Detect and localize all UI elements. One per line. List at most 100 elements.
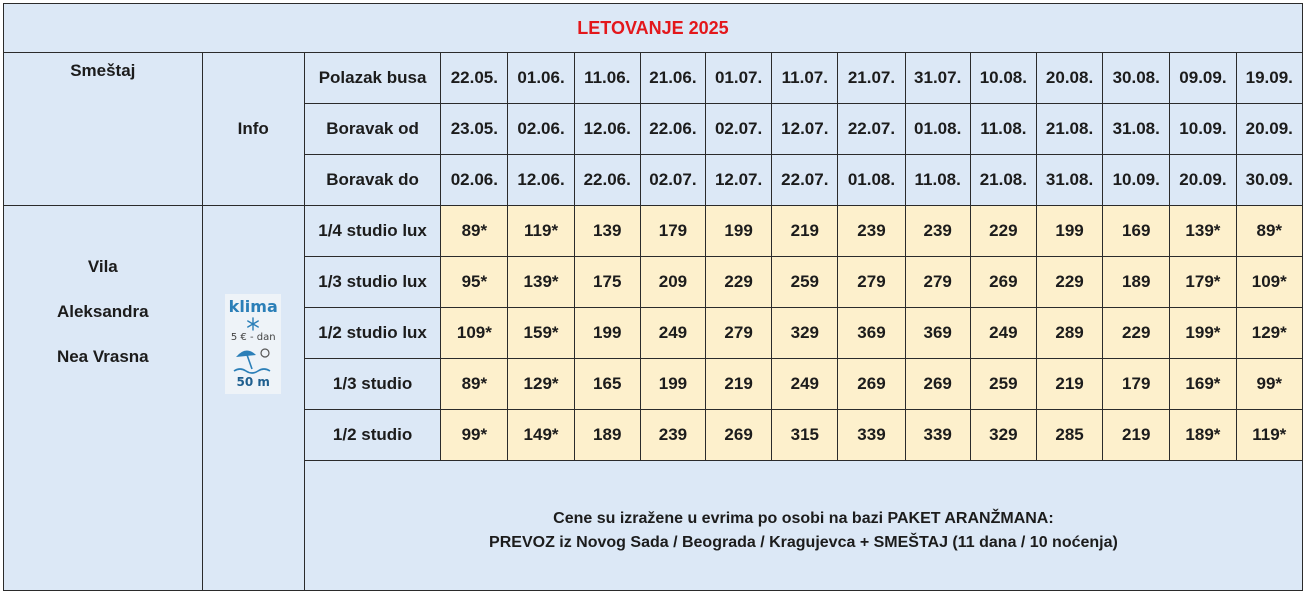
price-cell: 229 — [705, 256, 773, 308]
date-cell-boravak-od: 31.08. — [1102, 103, 1171, 155]
date-cell-polazak: 30.08. — [1102, 52, 1171, 104]
price-cell: 179* — [1169, 256, 1237, 308]
klima-label: klima — [228, 297, 278, 316]
accommodation-name: Vila Aleksandra Nea Vrasna — [3, 205, 203, 591]
price-cell: 239 — [904, 205, 971, 257]
price-cell: 139* — [507, 256, 575, 308]
room-type: 1/2 studio lux — [303, 307, 442, 359]
price-cell: 339 — [837, 409, 906, 461]
date-cell-polazak: 01.07. — [705, 52, 773, 104]
price-cell: 175 — [573, 256, 641, 308]
date-cell-polazak: 10.08. — [969, 52, 1037, 104]
beach-umbrella-icon — [233, 348, 271, 374]
price-cell: 219 — [1035, 358, 1104, 410]
date-cell-polazak: 20.08. — [1035, 52, 1104, 104]
info-header: Info — [201, 52, 305, 206]
note-line-1: Cene su izražene u evrima po osobi na ba… — [553, 509, 1054, 527]
date-cell-boravak-od: 22.06. — [639, 103, 707, 155]
price-cell: 89* — [440, 358, 509, 410]
date-cell-boravak-od: 12.07. — [771, 103, 839, 155]
room-type: 1/4 studio lux — [303, 205, 442, 257]
row-label-boravak-od: Boravak od — [303, 103, 442, 155]
price-cell: 329 — [969, 409, 1037, 461]
price-cell: 289 — [1035, 307, 1104, 359]
snowflake-icon — [247, 317, 260, 331]
header-row-boravak-do: Boravak do 02.06. 12.06. 22.06. 02.07. 12.07… — [4, 154, 1304, 206]
price-cell: 285 — [1035, 409, 1104, 461]
date-cell-boravak-do: 12.06. — [507, 154, 575, 206]
ac-price: 5 € - dan — [230, 332, 276, 343]
table-title: LETOVANJE 2025 — [3, 3, 1303, 53]
price-cell: 129* — [507, 358, 575, 410]
price-cell: 99* — [1235, 358, 1304, 410]
beach-distance: 50 m — [236, 375, 270, 389]
table-row: 1/3 studio 89* 129* 165 199 219 249 269 269 259 21… — [4, 358, 1304, 410]
date-cell-polazak: 19.09. — [1235, 52, 1304, 104]
date-cell-boravak-do: 31.08. — [1035, 154, 1104, 206]
row-label-boravak-do: Boravak do — [303, 154, 442, 206]
price-cell: 219 — [1102, 409, 1171, 461]
price-cell: 199 — [573, 307, 641, 359]
price-cell: 229 — [1102, 307, 1171, 359]
accommodation-line: Nea Vrasna — [56, 347, 149, 366]
date-cell-boravak-do: 01.08. — [837, 154, 906, 206]
price-cell: 279 — [705, 307, 773, 359]
price-cell: 219 — [771, 205, 839, 257]
table-row: 1/3 studio lux 95* 139* 175 209 229 259 279 279 2… — [4, 256, 1304, 308]
date-cell-polazak: 21.06. — [639, 52, 707, 104]
date-cell-boravak-do: 22.07. — [771, 154, 839, 206]
price-cell: 229 — [1035, 256, 1104, 308]
price-cell: 369 — [904, 307, 971, 359]
date-cell-boravak-od: 20.09. — [1235, 103, 1304, 155]
date-cell-boravak-do: 11.08. — [904, 154, 971, 206]
price-cell: 179 — [639, 205, 707, 257]
date-cell-polazak: 01.06. — [507, 52, 575, 104]
price-cell: 109* — [1235, 256, 1304, 308]
row-label-polazak: Polazak busa — [303, 52, 442, 104]
price-cell: 199* — [1169, 307, 1237, 359]
date-cell-polazak: 22.05. — [440, 52, 509, 104]
header-row-polazak: Smeštaj Info Polazak busa 22.05. 01.06. 11… — [3, 52, 1304, 206]
price-cell: 269 — [969, 256, 1037, 308]
smestaj-header: Smeštaj — [3, 52, 203, 206]
info-cell: klima 5 € - dan 50 m — [201, 205, 305, 591]
date-cell-boravak-od: 10.09. — [1169, 103, 1237, 155]
date-cell-boravak-do: 10.09. — [1102, 154, 1171, 206]
price-cell: 249 — [639, 307, 707, 359]
date-cell-boravak-od: 21.08. — [1035, 103, 1104, 155]
price-cell: 189* — [1169, 409, 1237, 461]
price-table: LETOVANJE 2025 Smeštaj Info Polazak busa… — [3, 3, 1304, 591]
price-cell: 199 — [1035, 205, 1104, 257]
room-type: 1/3 studio — [303, 358, 442, 410]
room-type: 1/2 studio — [303, 409, 442, 461]
price-cell: 89* — [440, 205, 509, 257]
table-row: 1/2 studio 99* 149* 189 239 269 315 339 339 329 28… — [4, 409, 1304, 461]
price-cell: 259 — [771, 256, 839, 308]
price-cell: 165 — [573, 358, 641, 410]
date-cell-boravak-do: 02.06. — [440, 154, 509, 206]
price-cell: 199 — [639, 358, 707, 410]
price-cell: 249 — [771, 358, 839, 410]
price-cell: 169 — [1102, 205, 1171, 257]
date-cell-boravak-od: 02.07. — [705, 103, 773, 155]
date-cell-boravak-do: 30.09. — [1235, 154, 1304, 206]
price-cell: 119* — [1235, 409, 1304, 461]
date-cell-polazak: 31.07. — [904, 52, 971, 104]
date-cell-boravak-do: 20.09. — [1169, 154, 1237, 206]
note-line-2: PREVOZ iz Novog Sada / Beograda / Kraguj… — [489, 533, 1118, 551]
price-cell: 279 — [837, 256, 906, 308]
date-cell-boravak-od: 11.08. — [969, 103, 1037, 155]
amenity-badge: klima 5 € - dan 50 m — [225, 294, 282, 394]
price-cell: 339 — [904, 409, 971, 461]
price-cell: 99* — [440, 409, 509, 461]
date-cell-polazak: 11.07. — [771, 52, 839, 104]
accommodation-line: Vila — [87, 257, 118, 276]
price-cell: 209 — [639, 256, 707, 308]
price-cell: 269 — [705, 409, 773, 461]
date-cell-boravak-do: 12.07. — [705, 154, 773, 206]
price-cell: 189 — [1102, 256, 1171, 308]
header-row-boravak-od: Boravak od 23.05. 02.06. 12.06. 22.06. 02.07… — [4, 103, 1304, 155]
price-cell: 199 — [705, 205, 773, 257]
price-cell: 369 — [837, 307, 906, 359]
price-cell: 169* — [1169, 358, 1237, 410]
